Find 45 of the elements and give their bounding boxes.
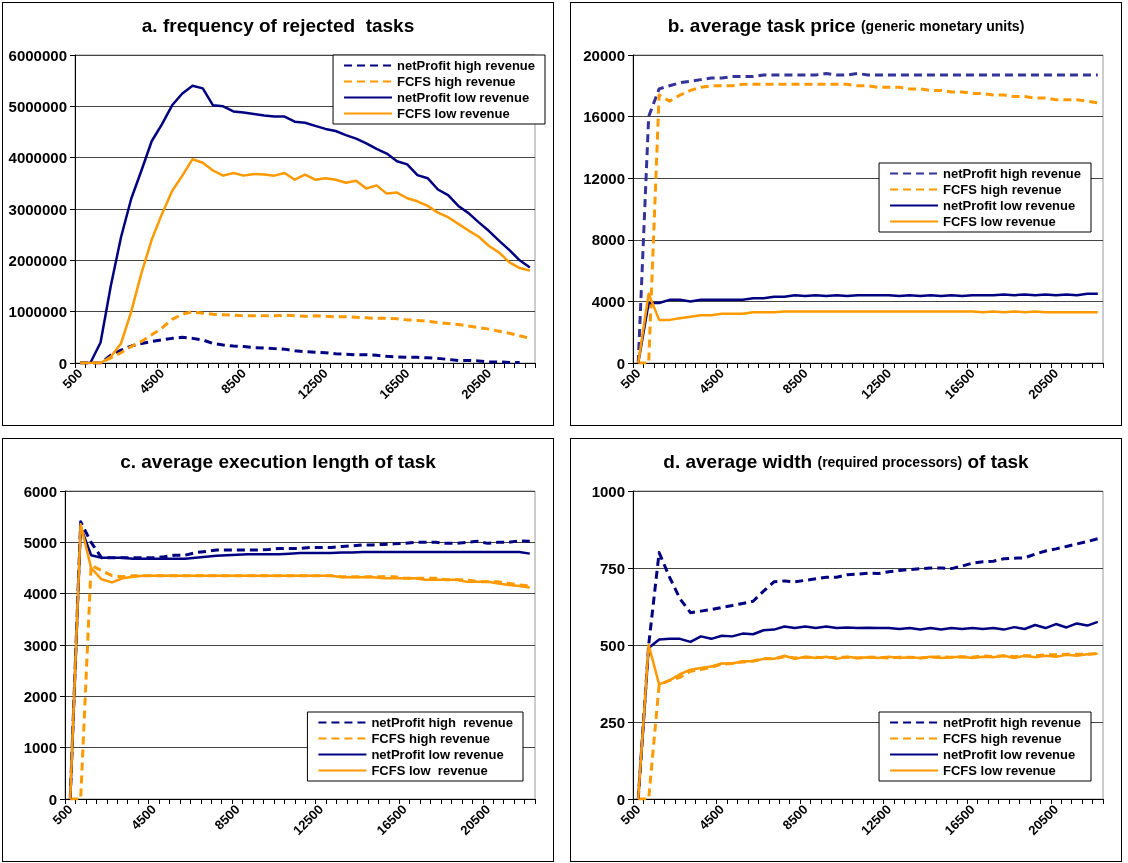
legend-label: netProfit low revenue — [943, 198, 1076, 213]
chart-title: b. average task price (generic monetary units) — [667, 15, 1025, 36]
y-tick-label: 4000 — [591, 292, 625, 310]
legend-label: FCFS high revenue — [943, 182, 1062, 197]
legend-label: netProfit high revenue — [371, 715, 514, 730]
legend-label: FCFS low revenue — [371, 763, 488, 778]
y-tick-label: 20000 — [583, 46, 625, 64]
y-tick-label: 500 — [599, 636, 625, 654]
chart-title: c. average execution length of task — [120, 451, 437, 472]
legend-label: netProfit high revenue — [397, 58, 536, 73]
y-tick-label: 750 — [599, 559, 625, 577]
legend-label: FCFS high revenue — [371, 731, 490, 746]
y-tick-label: 0 — [616, 354, 625, 372]
y-tick-label: 1000000 — [8, 303, 67, 321]
y-tick-label: 3000000 — [8, 200, 67, 218]
y-tick-label: 5000 — [23, 533, 57, 551]
y-tick-label: 5000000 — [8, 97, 67, 115]
y-tick-label: 12000 — [583, 169, 625, 187]
y-tick-label: 3000 — [23, 636, 57, 654]
legend-label: netProfit low revenue — [371, 747, 504, 762]
legend-label: FCFS low revenue — [397, 106, 510, 121]
y-tick-label: 6000000 — [8, 46, 67, 64]
legend-label: FCFS high revenue — [943, 731, 1062, 746]
y-tick-label: 1000 — [23, 739, 57, 757]
chart-title: a. frequency of rejected tasks — [141, 15, 415, 36]
legend-label: FCFS low revenue — [943, 214, 1056, 229]
y-tick-label: 2000 — [23, 687, 57, 705]
legend-label: netProfit high revenue — [943, 715, 1082, 730]
y-tick-label: 0 — [48, 790, 57, 808]
y-tick-label: 8000 — [591, 231, 625, 249]
legend-label: netProfit high revenue — [943, 166, 1082, 181]
chart-title: d. average width (required processors) of task — [663, 451, 1030, 472]
y-tick-label: 0 — [58, 354, 67, 372]
y-tick-label: 1000 — [591, 482, 625, 500]
y-tick-label: 2000000 — [8, 251, 67, 269]
legend-label: netProfit low revenue — [397, 90, 530, 105]
y-tick-label: 4000000 — [8, 149, 67, 167]
legend-label: netProfit low revenue — [943, 747, 1076, 762]
y-tick-label: 6000 — [23, 482, 57, 500]
legend-label: FCFS low revenue — [943, 763, 1056, 778]
y-tick-label: 0 — [616, 790, 625, 808]
y-tick-label: 250 — [599, 713, 625, 731]
y-tick-label: 16000 — [583, 108, 625, 126]
y-tick-label: 4000 — [23, 585, 57, 603]
legend-label: FCFS high revenue — [397, 74, 516, 89]
